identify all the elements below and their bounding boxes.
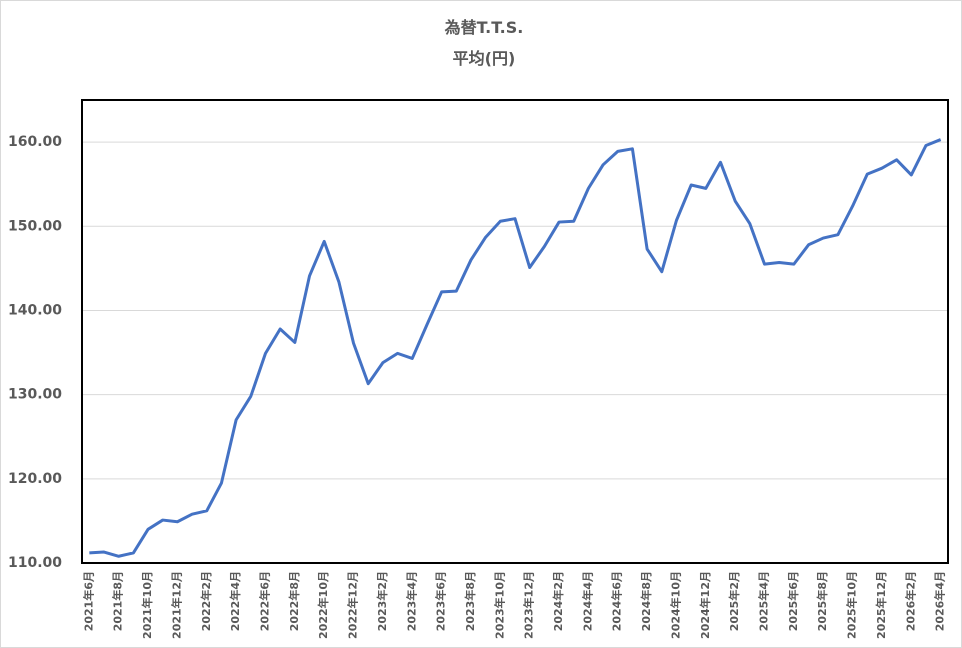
x-tick-label: 2025年4月 (757, 571, 771, 631)
line-series (89, 138, 942, 558)
x-tick-label: 2023年2月 (375, 571, 389, 631)
y-tick-label: 120.00 (8, 471, 62, 487)
y-tick-label: 150.00 (8, 218, 62, 234)
chart-subtitle: 平均(円) (453, 49, 516, 68)
x-tick-label: 2022年12月 (346, 571, 360, 639)
x-tick-label: 2023年8月 (463, 571, 477, 631)
x-tick-label: 2025年8月 (815, 571, 829, 631)
y-tick-label: 160.00 (8, 134, 62, 150)
x-tick-label: 2021年8月 (111, 571, 125, 631)
x-tick-label: 2024年6月 (610, 571, 624, 631)
x-tick-label: 2022年8月 (287, 571, 301, 631)
x-tick-label: 2025年6月 (786, 571, 800, 631)
x-tick-label: 2022年10月 (316, 571, 330, 639)
x-tick-label: 2024年2月 (551, 571, 565, 631)
x-tick-label: 2022年4月 (228, 571, 242, 631)
x-tick-label: 2024年10月 (668, 571, 682, 639)
x-tick-label: 2025年10月 (845, 571, 859, 639)
x-tick-label: 2023年6月 (434, 571, 448, 631)
x-tick-label: 2023年4月 (404, 571, 418, 631)
x-tick-label: 2022年2月 (199, 571, 213, 631)
x-tick-label: 2026年4月 (933, 571, 947, 631)
x-tick-label: 2025年2月 (727, 571, 741, 631)
x-tick-label: 2023年10月 (492, 571, 506, 639)
plot-border (81, 99, 949, 564)
y-tick-label: 110.00 (8, 555, 62, 571)
y-tick-label: 130.00 (8, 387, 62, 403)
x-tick-label: 2022年6月 (257, 571, 271, 631)
x-tick-label: 2021年6月 (81, 571, 95, 631)
y-tick-label: 140.00 (8, 302, 62, 318)
x-tick-label: 2024年4月 (580, 571, 594, 631)
x-tick-label: 2025年12月 (874, 571, 888, 639)
x-tick-label: 2024年8月 (639, 571, 653, 631)
x-tick-label: 2024年12月 (698, 571, 712, 639)
x-tick-label: 2021年10月 (140, 571, 154, 639)
chart-title: 為替T.T.S. (445, 18, 524, 37)
x-tick-label: 2026年2月 (903, 571, 917, 631)
x-tick-label: 2023年12月 (522, 571, 536, 639)
x-tick-label: 2021年12月 (169, 571, 183, 639)
